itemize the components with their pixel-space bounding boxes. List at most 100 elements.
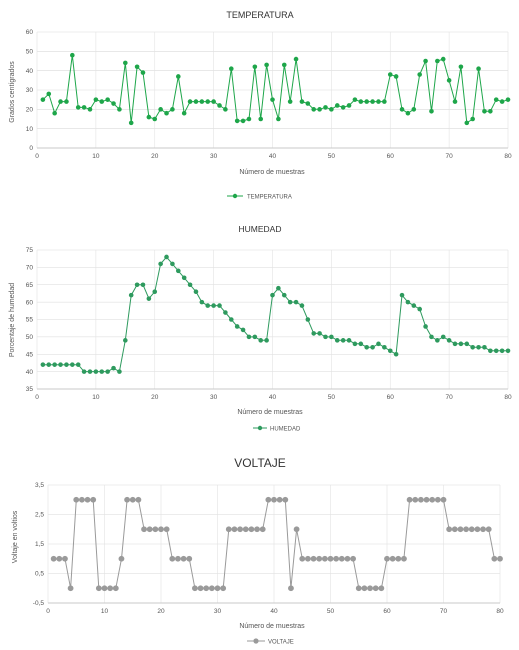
data-point: [493, 97, 499, 102]
data-point: [129, 496, 136, 503]
data-point: [87, 369, 93, 374]
temperature-chart: TEMPERATURA 0 10 20 30 40 50 60 0 10 20 30 40 50 60 70…: [9, 10, 512, 201]
data-point: [457, 526, 464, 533]
x-tick-label: 30: [214, 608, 222, 615]
data-point: [281, 292, 287, 298]
x-axis-label: Número de muestras: [239, 169, 305, 176]
data-point: [311, 331, 317, 336]
x-tick-label: 40: [269, 153, 277, 160]
voltage-chart: VOLTAJE -0,5 0,5 1,5 2,5 3,5 0 10 20 30 40 50 60 70 8…: [12, 456, 504, 646]
data-point: [464, 341, 470, 347]
data-point: [58, 362, 63, 367]
data-point: [186, 555, 193, 562]
data-point: [287, 299, 293, 305]
data-point: [93, 97, 99, 102]
data-point: [237, 526, 244, 533]
x-tick-label: 50: [328, 153, 336, 160]
data-point: [405, 299, 411, 305]
data-point: [101, 585, 108, 592]
data-point: [346, 338, 352, 343]
data-point: [429, 496, 436, 503]
data-point: [124, 496, 130, 503]
data-point: [482, 345, 487, 350]
data-point: [234, 118, 240, 124]
data-point: [163, 526, 170, 533]
data-point: [40, 362, 46, 367]
data-point: [197, 585, 204, 592]
data-point: [158, 107, 163, 112]
y-axis-label: Grados centígrados: [9, 61, 16, 123]
x-tick-label: 0: [35, 153, 39, 160]
data-point: [505, 97, 511, 102]
data-point: [111, 365, 116, 371]
plot-area: -0,5 0,5 1,5 2,5 3,5 0 10 20 30 40 50 60 70 80: [33, 482, 504, 615]
data-point: [117, 369, 122, 374]
data-point: [338, 555, 345, 562]
y-tick-label: 20: [26, 107, 34, 114]
data-point: [482, 108, 487, 114]
data-point: [70, 52, 75, 58]
data-point: [440, 334, 446, 340]
data-point: [231, 526, 238, 533]
data-point: [264, 338, 269, 343]
plot-area: 35 40 45 50 55 60 65 70 75 0 10 20 30 40 50 60 70 80: [26, 247, 512, 401]
data-point: [387, 72, 393, 77]
x-tick-label: 70: [446, 394, 454, 401]
data-point: [181, 110, 187, 116]
data-point: [105, 97, 110, 102]
data-point: [458, 64, 464, 70]
data-point: [152, 289, 158, 294]
legend-label: HUMEDAD: [270, 427, 301, 433]
data-point: [293, 299, 299, 305]
data-point: [259, 526, 266, 533]
data-point: [406, 496, 413, 503]
x-tick-label: 20: [151, 153, 159, 160]
x-tick-label: 0: [46, 608, 50, 615]
series-line: [42, 55, 509, 124]
data-point: [434, 496, 441, 503]
data-point: [451, 526, 458, 533]
data-point: [146, 526, 153, 533]
y-axis-label: Porcentaje de humedad: [9, 283, 16, 357]
data-point: [333, 555, 340, 562]
y-tick-label: 0: [29, 145, 33, 152]
data-point: [505, 348, 511, 354]
data-point: [446, 338, 452, 343]
data-point: [225, 526, 232, 533]
data-point: [355, 585, 362, 592]
data-point: [158, 526, 164, 533]
data-point: [117, 107, 122, 112]
y-tick-label: 1,5: [35, 541, 44, 548]
data-point: [305, 317, 311, 322]
data-point: [140, 70, 146, 75]
x-tick-label: 40: [269, 394, 277, 401]
data-point: [429, 334, 434, 340]
data-point: [395, 555, 402, 562]
x-tick-label: 80: [504, 394, 512, 401]
data-point: [70, 362, 75, 367]
data-point: [93, 369, 99, 374]
data-point: [476, 66, 481, 72]
data-point: [58, 99, 63, 104]
data-point: [205, 303, 211, 308]
data-point: [299, 303, 305, 308]
legend-label: TEMPERATURA: [247, 195, 292, 201]
data-point: [435, 58, 440, 64]
data-point: [305, 555, 311, 562]
data-point: [393, 74, 399, 79]
legend: HUMEDAD: [253, 425, 301, 433]
data-point: [176, 268, 181, 274]
data-point: [317, 331, 322, 336]
data-point: [367, 585, 373, 592]
data-point: [423, 496, 430, 503]
data-point: [62, 555, 68, 562]
data-point: [223, 310, 228, 315]
chart-title: TEMPERATURA: [226, 10, 293, 20]
data-point: [305, 101, 311, 106]
data-point: [140, 282, 146, 288]
data-point: [435, 338, 440, 343]
data-point: [344, 555, 351, 562]
x-tick-label: 60: [383, 608, 391, 615]
legend: TEMPERATURA: [227, 193, 292, 201]
data-point: [417, 306, 422, 312]
